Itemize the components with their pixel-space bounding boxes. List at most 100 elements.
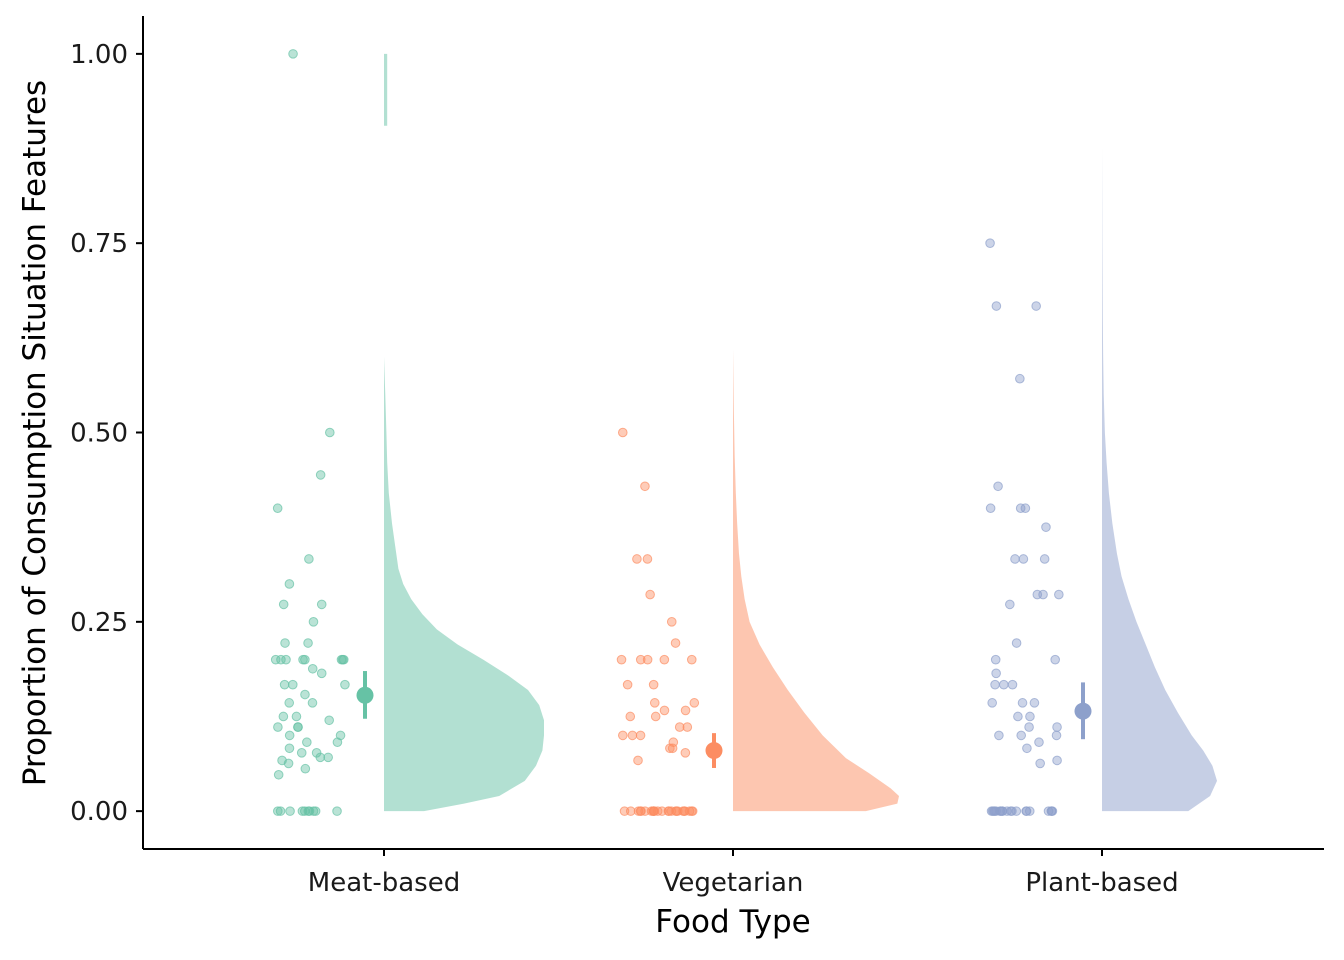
data-point [648, 806, 659, 816]
data-point [616, 654, 627, 665]
data-point [1013, 711, 1023, 722]
data-point [618, 730, 628, 741]
data-point [679, 806, 690, 816]
data-point [993, 481, 1003, 492]
data-point [1015, 373, 1025, 384]
data-point [1007, 679, 1018, 690]
data-point [1011, 638, 1022, 648]
data-point [648, 679, 659, 690]
data-point [1002, 806, 1012, 816]
data-point [625, 711, 636, 722]
data-point [324, 715, 334, 726]
data-point [1035, 758, 1045, 769]
data-point [987, 698, 997, 708]
y-tick-label: 1.00 [70, 40, 128, 70]
data-point [300, 763, 311, 774]
data-point [304, 554, 314, 564]
data-point [1052, 755, 1062, 766]
mean-point [1074, 702, 1092, 720]
data-point [990, 679, 1000, 690]
data-point [275, 806, 286, 816]
data-point [680, 705, 691, 716]
group-plant-based [985, 148, 1217, 816]
mean-point [705, 742, 723, 760]
group-meat-based [270, 49, 544, 816]
data-point [270, 654, 281, 665]
data-point [1034, 737, 1044, 748]
data-point [994, 730, 1004, 741]
data-point [278, 711, 289, 722]
data-point [686, 654, 697, 665]
y-axis: 0.00 0.25 0.50 0.75 1.00 [70, 40, 143, 827]
data-point [674, 722, 685, 732]
data-point [689, 698, 700, 708]
data-point [291, 711, 302, 722]
data-point [633, 755, 643, 766]
x-tick-label: Plant-based [1025, 868, 1178, 898]
data-point [281, 654, 291, 665]
data-point [303, 638, 313, 648]
data-point [1022, 743, 1032, 754]
data-point [622, 679, 633, 690]
density-cloud [733, 349, 899, 812]
x-axis: Meat-based Vegetarian Plant-based [308, 849, 1179, 898]
data-point [1016, 730, 1026, 741]
y-axis-title: Proportion of Consumption Situation Feat… [17, 80, 53, 786]
data-point [665, 743, 675, 754]
data-point [283, 758, 294, 769]
data-point [1054, 589, 1064, 600]
density-cloud [384, 356, 544, 812]
data-point [310, 806, 321, 816]
data-point [1015, 503, 1026, 514]
data-point [315, 752, 326, 763]
data-point [659, 654, 670, 665]
data-point [1010, 554, 1020, 564]
y-tick-label: 0.75 [70, 229, 128, 259]
data-point [985, 238, 995, 248]
data-point [285, 806, 295, 816]
data-point [991, 668, 1001, 679]
data-point [284, 743, 295, 754]
data-point [684, 806, 695, 816]
data-point [636, 806, 646, 816]
y-tick-label: 0.25 [70, 608, 128, 638]
data-point [1025, 711, 1035, 722]
data-point [985, 503, 996, 514]
plot-area [270, 49, 1217, 816]
x-tick-label: Vegetarian [663, 868, 804, 898]
y-tick-label: 0.00 [70, 797, 128, 827]
data-point [280, 638, 290, 648]
data-point [340, 679, 350, 690]
data-point [332, 806, 342, 816]
data-point [1018, 554, 1029, 564]
mean-point [356, 686, 374, 704]
data-point [1050, 654, 1060, 665]
data-point [316, 668, 327, 679]
data-point [1005, 599, 1015, 610]
density-cloud [1102, 148, 1217, 812]
data-point [627, 730, 638, 741]
data-point [1029, 698, 1040, 708]
data-point [670, 638, 681, 648]
data-point [989, 806, 1000, 816]
data-point [666, 617, 677, 627]
data-point [1032, 589, 1043, 600]
data-point [667, 743, 678, 754]
data-point [1024, 806, 1035, 816]
data-point [657, 806, 667, 816]
data-point [300, 689, 310, 700]
data-point [632, 554, 642, 564]
data-point [635, 730, 646, 741]
data-point [687, 806, 698, 816]
data-point [307, 663, 318, 674]
data-point [316, 599, 327, 610]
data-point [307, 698, 318, 708]
data-point [649, 698, 660, 708]
data-point [272, 503, 283, 514]
data-point [635, 654, 646, 665]
density-cloud-tail [384, 53, 388, 126]
data-point [297, 806, 308, 816]
data-point [640, 481, 650, 492]
data-point [273, 722, 283, 732]
